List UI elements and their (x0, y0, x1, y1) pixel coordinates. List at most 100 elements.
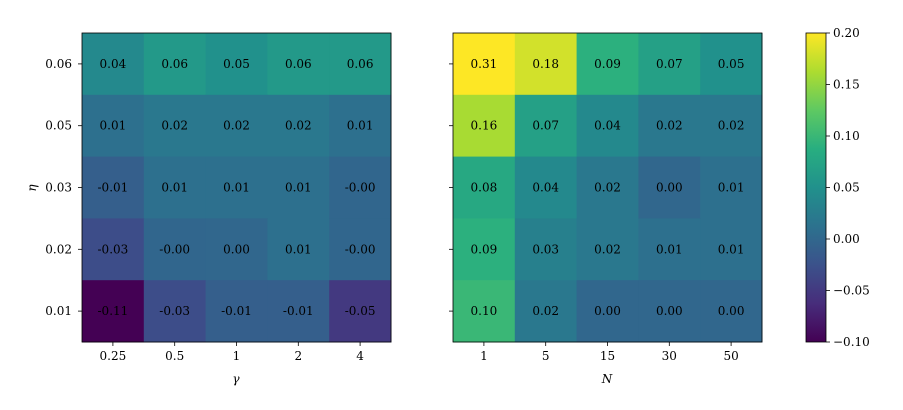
cell-value-label: 0.01 (223, 181, 250, 195)
cell-value-label: 0.01 (285, 242, 312, 256)
x-tick-label: 0.5 (165, 349, 184, 363)
cell-value-label: 0.03 (532, 242, 559, 256)
heatmap-cell (329, 156, 392, 219)
x-tick-label: 5 (542, 349, 550, 363)
heatmap-cell (143, 33, 207, 96)
cell-value-label: 0.08 (471, 181, 498, 195)
x-tick-label: 15 (600, 349, 615, 363)
cell-value-label: -0.01 (283, 304, 314, 318)
heatmap-cell (638, 280, 701, 343)
colorbar-tick-label: 0.15 (833, 78, 860, 92)
heatmap-cell (82, 280, 145, 343)
heatmap-cell (205, 33, 268, 96)
heatmap-cell (329, 94, 392, 158)
heatmap-cell (514, 94, 578, 158)
heatmap-left: 0.04 0.06 0.05 0.06 0.06 0.01 0.02 0.02 0.02 0.01… (45, 32, 392, 363)
cell-value-label: -0.03 (98, 242, 129, 256)
cell-value-label: 0.00 (223, 242, 250, 256)
cell-value-label: 0.06 (347, 57, 374, 71)
heatmap-right: 0.31 0.18 0.09 0.07 0.05 0.16 0.07 0.04 0.02 0.02… (449, 32, 763, 363)
heatmap-cell (82, 94, 145, 158)
heatmap-cell (576, 33, 639, 96)
colorbar-tick-label: 0.10 (833, 129, 860, 143)
cell-value-label: 0.02 (594, 242, 621, 256)
heatmap-cell (267, 156, 330, 219)
heatmap-cell (329, 33, 392, 96)
colorbar-tick-label: −0.10 (833, 335, 870, 349)
heatmap-cell (329, 218, 392, 281)
heatmap-cell (205, 94, 268, 158)
heatmap-cell (453, 218, 516, 281)
cell-value-label: 0.02 (594, 181, 621, 195)
x-tick-label: 0.25 (100, 349, 127, 363)
heatmap-cell (453, 33, 516, 96)
heatmap-cell (576, 280, 639, 343)
cell-value-label: 0.09 (471, 242, 498, 256)
heatmap-cell (453, 94, 516, 158)
cell-value-label: 0.04 (532, 181, 559, 195)
heatmap-cell (638, 33, 701, 96)
cell-value-label: -0.03 (159, 304, 190, 318)
cell-value-label: -0.01 (221, 304, 252, 318)
heatmap-cell (267, 33, 330, 96)
cell-value-label: 0.06 (161, 57, 188, 71)
heatmap-cell (329, 280, 392, 343)
colorbar: −0.10 −0.05 0.00 0.05 0.10 0.15 0.20 (805, 26, 870, 349)
cell-value-label: 0.10 (471, 304, 498, 318)
cell-value-label: 0.16 (471, 119, 498, 133)
cell-value-label: 0.01 (161, 181, 188, 195)
cell-value-label: 0.07 (532, 119, 559, 133)
cell-value-label: 0.01 (718, 242, 745, 256)
cell-value-label: 0.00 (718, 304, 745, 318)
cell-value-label: -0.01 (98, 181, 129, 195)
heatmap-cell (453, 156, 516, 219)
heatmap-cell (205, 280, 268, 343)
colorbar-tick-label: 0.20 (833, 26, 860, 40)
heatmap-cell (514, 33, 578, 96)
x-tick-label: 1 (480, 349, 488, 363)
heatmap-cell (82, 218, 145, 281)
x-tick-label: 1 (233, 349, 241, 363)
cell-value-label: -0.00 (159, 242, 190, 256)
cell-value-label: 0.00 (656, 304, 683, 318)
heatmap-cell (700, 33, 763, 96)
cell-value-label: 0.00 (656, 181, 683, 195)
colorbar-tick-label: 0.05 (833, 181, 860, 195)
x-tick-label: 4 (356, 349, 364, 363)
heatmap-cell (82, 33, 145, 96)
cell-value-label: 0.05 (223, 57, 250, 71)
cell-value-label: 0.02 (718, 119, 745, 133)
heatmap-cell (700, 94, 763, 158)
cell-value-label: 0.02 (223, 119, 250, 133)
cell-value-label: 0.01 (718, 181, 745, 195)
heatmap-cell (576, 94, 639, 158)
cell-value-label: 0.05 (718, 57, 745, 71)
y-tick-label: 0.03 (45, 181, 72, 195)
heatmap-cell (267, 94, 330, 158)
cell-value-label: 0.00 (594, 304, 621, 318)
heatmap-cell (205, 218, 268, 281)
heatmap-cell (143, 218, 207, 281)
heatmap-cell (82, 156, 145, 219)
cell-value-label: 0.02 (532, 304, 559, 318)
cell-value-label: 0.04 (100, 57, 127, 71)
heatmap-cell (638, 156, 701, 219)
heatmap-cell (700, 218, 763, 281)
cell-value-label: 0.01 (347, 119, 374, 133)
cell-value-label: 0.09 (594, 57, 621, 71)
heatmap-cell (453, 280, 516, 343)
cell-value-label: -0.00 (345, 242, 376, 256)
colorbar-tick-label: −0.05 (833, 284, 870, 298)
heatmap-cell (514, 280, 578, 343)
x-tick-label: 30 (662, 349, 677, 363)
heatmap-cell (700, 280, 763, 343)
y-tick-label: 0.06 (45, 57, 72, 71)
cell-value-label: 0.31 (471, 57, 498, 71)
cell-value-label: 0.01 (100, 119, 127, 133)
cell-value-label: -0.00 (345, 181, 376, 195)
cell-value-label: 0.18 (532, 57, 559, 71)
cell-value-label: 0.04 (594, 119, 621, 133)
cell-value-label: -0.11 (98, 304, 129, 318)
heatmap-cell (700, 156, 763, 219)
